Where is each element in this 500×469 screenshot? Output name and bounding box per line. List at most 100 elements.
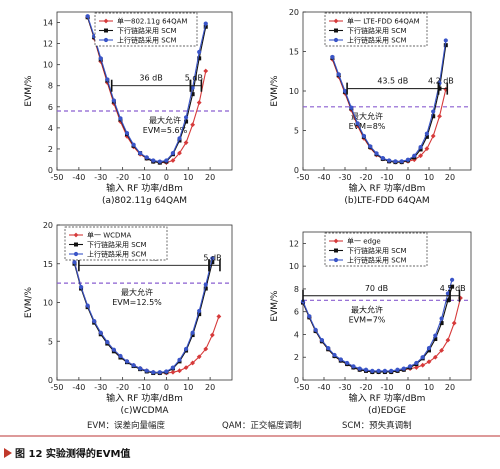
- data-point: [151, 158, 156, 163]
- x-tick-label: 10: [183, 173, 193, 182]
- data-point: [374, 151, 379, 156]
- data-point: [138, 366, 143, 371]
- data-point: [190, 333, 195, 338]
- x-tick-label: -20: [116, 173, 129, 182]
- data-point: [197, 49, 202, 55]
- legend-marker: [103, 37, 109, 43]
- data-point: [445, 337, 451, 343]
- data-point: [332, 352, 337, 358]
- series-line: [302, 286, 453, 373]
- y-tick-label: 4: [48, 124, 53, 133]
- legend-label: 下行链路采用 SCM: [117, 26, 177, 35]
- data-point: [424, 131, 429, 136]
- data-point: [124, 133, 130, 139]
- data-point: [443, 38, 448, 43]
- x-tick-label: 20: [205, 173, 215, 182]
- data-point: [177, 357, 182, 362]
- data-point: [197, 56, 202, 61]
- x-tick-label: -20: [359, 383, 372, 392]
- data-point: [184, 119, 189, 124]
- abbrev-scm: SCM：预失真调制: [342, 420, 412, 431]
- data-point: [170, 158, 176, 163]
- data-point: [433, 333, 438, 338]
- data-point: [177, 138, 182, 143]
- data-point: [203, 282, 208, 287]
- legend-marker: [333, 37, 339, 43]
- data-point: [431, 114, 436, 119]
- y-tick-label: 10: [43, 299, 53, 308]
- data-point: [401, 366, 406, 371]
- x-tick-label: 0: [164, 383, 169, 392]
- data-point: [420, 355, 425, 360]
- y-tick-label: 8: [48, 82, 53, 91]
- data-point: [307, 314, 312, 319]
- data-point: [190, 92, 195, 97]
- data-point: [170, 151, 176, 156]
- data-point: [450, 277, 455, 282]
- y-axis-label: EVM/%: [24, 286, 34, 318]
- figure-title: 图 12 实验测得的EVM值: [15, 447, 130, 460]
- data-point: [319, 338, 324, 343]
- x-tick-label: -30: [338, 173, 351, 182]
- data-point: [190, 122, 196, 128]
- x-tick-label: 20: [205, 383, 215, 392]
- x-tick-label: -30: [94, 383, 107, 392]
- data-point: [431, 109, 436, 114]
- data-point: [85, 14, 90, 19]
- x-tick-label: 0: [405, 383, 410, 392]
- data-point: [351, 364, 356, 369]
- data-point: [210, 256, 215, 261]
- data-point: [164, 158, 169, 163]
- y-axis-label: EVM/%: [24, 75, 34, 107]
- abbrev-evm: EVM：误差向量幅度: [87, 420, 166, 431]
- data-point: [414, 360, 419, 366]
- data-point: [203, 346, 209, 352]
- data-point: [450, 284, 455, 289]
- data-point: [363, 367, 369, 372]
- data-point: [433, 337, 438, 342]
- series-line: [331, 59, 447, 163]
- x-tick-label: 0: [164, 173, 169, 182]
- legend-marker: [334, 28, 338, 33]
- limit-value-label: EVM=7%: [349, 315, 386, 324]
- data-point: [151, 370, 156, 375]
- data-point: [118, 353, 123, 359]
- x-axis-label: 输入 RF 功率/dBm: [106, 182, 183, 194]
- y-tick-label: 5: [48, 337, 53, 346]
- data-point: [92, 319, 97, 324]
- y-tick-label: 10: [289, 262, 299, 271]
- data-point: [395, 367, 400, 372]
- legend-marker: [334, 248, 338, 253]
- x-tick-label: -40: [317, 173, 330, 182]
- x-tick-label: -50: [50, 173, 63, 182]
- limit-label: 最大允许: [351, 111, 383, 121]
- data-point: [216, 314, 222, 319]
- panel-caption: (d)EDGE: [368, 406, 406, 416]
- data-point: [418, 153, 423, 159]
- data-point: [418, 144, 423, 150]
- data-point: [349, 105, 354, 110]
- x-tick-label: -50: [296, 173, 309, 182]
- x-tick-label: 20: [445, 383, 455, 392]
- y-tick-label: 12: [43, 40, 53, 49]
- y-tick-label: 4: [294, 330, 299, 339]
- y-tick-label: 8: [294, 285, 299, 294]
- data-point: [336, 72, 341, 77]
- y-tick-label: 6: [294, 308, 299, 317]
- data-point: [124, 131, 130, 136]
- legend-marker: [73, 232, 79, 238]
- y-tick-label: 15: [43, 260, 53, 269]
- range-span-label: 36 dB: [139, 74, 162, 83]
- x-tick-label: -30: [94, 173, 107, 182]
- data-point: [138, 151, 143, 156]
- x-tick-label: -30: [338, 383, 351, 392]
- data-point: [157, 159, 162, 164]
- x-tick-label: 10: [424, 383, 434, 392]
- legend-label: 下行链路采用 SCM: [87, 240, 147, 249]
- y-tick-label: 2: [294, 353, 299, 362]
- range-span-label: 5 dB: [185, 74, 203, 83]
- data-point: [197, 312, 202, 317]
- panel-caption: (b)LTE-FDD 64QAM: [344, 196, 429, 206]
- data-point: [427, 348, 431, 353]
- limit-value-label: EVM=5.6%: [143, 126, 188, 135]
